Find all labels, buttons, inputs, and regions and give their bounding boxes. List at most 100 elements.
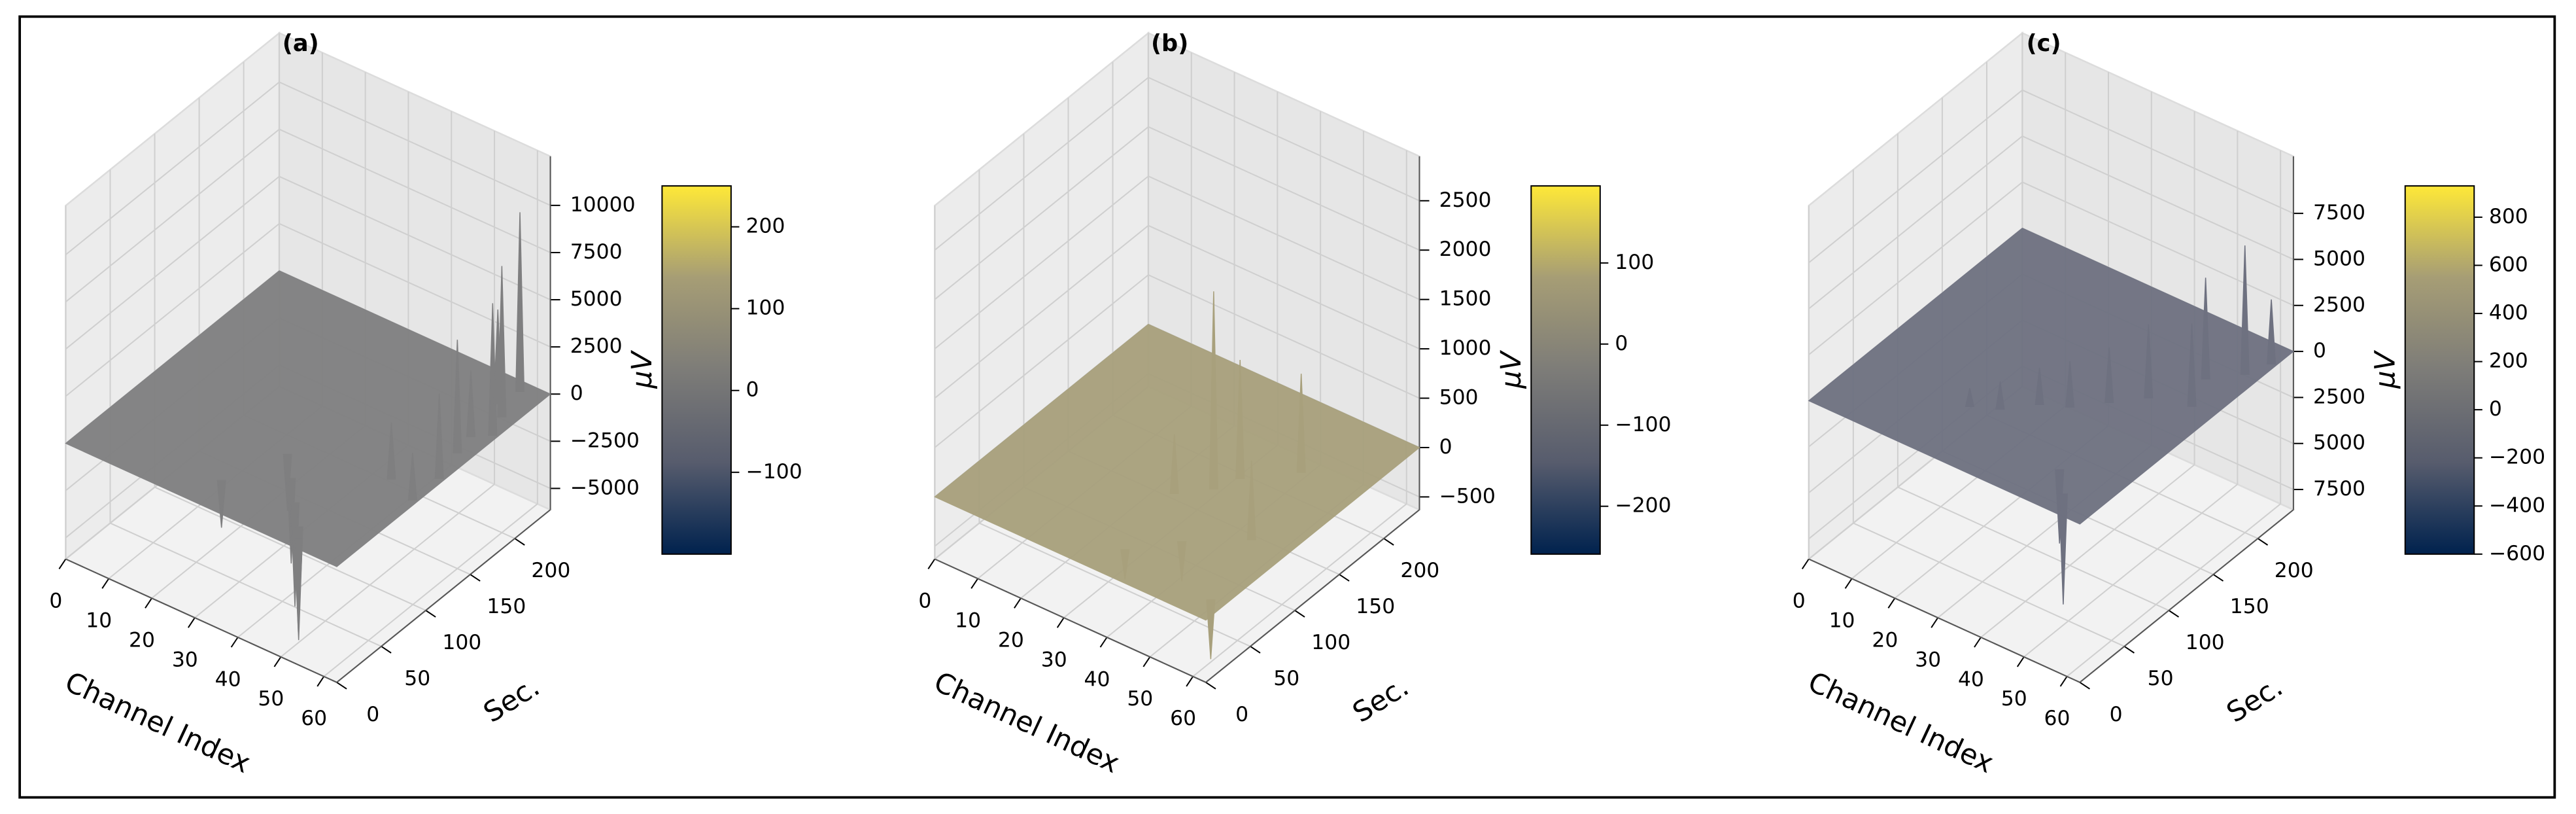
colorbar-tick-label: −100 xyxy=(746,460,802,484)
z-tick-label: 1000 xyxy=(1439,336,1492,360)
tick-mark xyxy=(58,558,67,570)
tick-mark xyxy=(425,610,436,618)
x-tick-label: 20 xyxy=(998,628,1024,652)
tick-mark xyxy=(1801,558,1810,570)
grid-line xyxy=(1148,126,1420,251)
z-tick-label: 0 xyxy=(2313,339,2326,363)
grid-line xyxy=(934,224,1149,399)
spike xyxy=(1995,381,2005,410)
tick-mark xyxy=(1887,597,1896,609)
spike xyxy=(2035,367,2044,405)
grid-line xyxy=(279,222,551,348)
tick-mark xyxy=(470,574,481,582)
z-tick-label: 2500 xyxy=(2313,385,2365,408)
tick-mark xyxy=(1099,637,1108,648)
x-tick-label: 40 xyxy=(1084,667,1110,691)
z-tick-label: −500 xyxy=(1439,484,1496,508)
tick-mark xyxy=(1974,637,1982,648)
spike xyxy=(386,422,396,480)
grid-line xyxy=(110,522,382,647)
grid-line xyxy=(65,81,280,256)
tick-mark xyxy=(317,676,325,687)
z-tick-label: 0 xyxy=(1439,435,1452,459)
tick-mark xyxy=(2257,538,2269,546)
x-tick-label: 40 xyxy=(1958,667,1984,691)
grid-line xyxy=(1897,486,2169,611)
colorbar-label: μV xyxy=(2369,350,2402,389)
frame xyxy=(18,15,2556,799)
z-tick-label: −5000 xyxy=(570,476,640,499)
spike xyxy=(466,370,476,437)
spike xyxy=(1209,291,1218,489)
z-tick-label: 10000 xyxy=(570,193,636,217)
y-tick-label: 0 xyxy=(2110,703,2123,726)
tick-mark xyxy=(230,637,239,648)
surface xyxy=(65,270,551,567)
z-tick-label: −2500 xyxy=(570,429,640,452)
grid-line xyxy=(979,522,1251,647)
x-tick-label: 20 xyxy=(1872,628,1898,652)
tick-mark xyxy=(1014,597,1022,609)
grid-line xyxy=(1148,175,1420,300)
y-tick-label: 150 xyxy=(1356,595,1395,618)
grid-line xyxy=(1148,77,1420,202)
colorbar-label: μV xyxy=(1495,350,1528,389)
y-tick-label: 50 xyxy=(2148,667,2174,690)
tick-mark xyxy=(1339,574,1350,582)
spike xyxy=(1235,359,1245,479)
x-tick-label: 0 xyxy=(918,590,931,613)
tick-mark xyxy=(336,681,347,690)
x-tick-label: 10 xyxy=(86,609,112,633)
panel-title: (a) xyxy=(283,30,319,57)
tick-mark xyxy=(1056,617,1065,628)
grid-line xyxy=(1148,224,1420,350)
colorbar-tick-label: 400 xyxy=(2489,301,2528,325)
colorbar-tick-label: 100 xyxy=(746,296,785,320)
colorbar-tick-label: 0 xyxy=(1615,332,1628,355)
spike xyxy=(1965,387,1975,408)
y-tick-label: 0 xyxy=(366,703,379,726)
colorbar-tick-label: −200 xyxy=(1615,494,1671,518)
tick-mark xyxy=(187,617,196,628)
spike xyxy=(2065,361,2075,408)
colorbar-tick-label: −600 xyxy=(2489,542,2545,565)
y-tick-label: 150 xyxy=(2230,595,2269,618)
spike xyxy=(515,212,525,393)
spike xyxy=(2201,277,2210,380)
axis-line xyxy=(65,558,337,683)
panel-title: (b) xyxy=(1151,30,1188,57)
grid-line xyxy=(279,128,551,253)
spike xyxy=(453,340,462,453)
axis-line xyxy=(2079,509,2294,683)
colorbar-label: μV xyxy=(626,350,659,389)
tick-mark xyxy=(514,538,525,546)
colorbar-tick-label: 0 xyxy=(2489,397,2502,421)
y-tick-label: 200 xyxy=(2275,559,2314,582)
grid-line xyxy=(1808,181,2023,355)
tick-mark xyxy=(381,645,392,654)
spike xyxy=(1296,374,1306,473)
colorbar-tick-label: 600 xyxy=(2489,253,2528,276)
x-tick-label: 10 xyxy=(1829,609,1855,633)
y-tick-label: 200 xyxy=(531,559,570,582)
spike xyxy=(2144,324,2154,398)
z-tick-label: 5000 xyxy=(570,287,623,311)
axis-line xyxy=(336,509,551,683)
grid-line xyxy=(1148,274,1420,399)
z-tick-label: 5000 xyxy=(2313,431,2365,455)
x-tick-label: 50 xyxy=(2001,687,2027,711)
spike xyxy=(407,452,417,501)
x-tick-label: 50 xyxy=(1127,687,1153,711)
grid-line xyxy=(934,126,1149,300)
axis-line xyxy=(934,558,1207,683)
x-tick-label: 20 xyxy=(129,628,155,652)
tick-mark xyxy=(2212,574,2224,582)
x-tick-label: 60 xyxy=(301,707,327,730)
tick-mark xyxy=(970,578,979,589)
y-tick-label: 200 xyxy=(1400,559,1439,582)
tick-mark xyxy=(1186,676,1194,687)
